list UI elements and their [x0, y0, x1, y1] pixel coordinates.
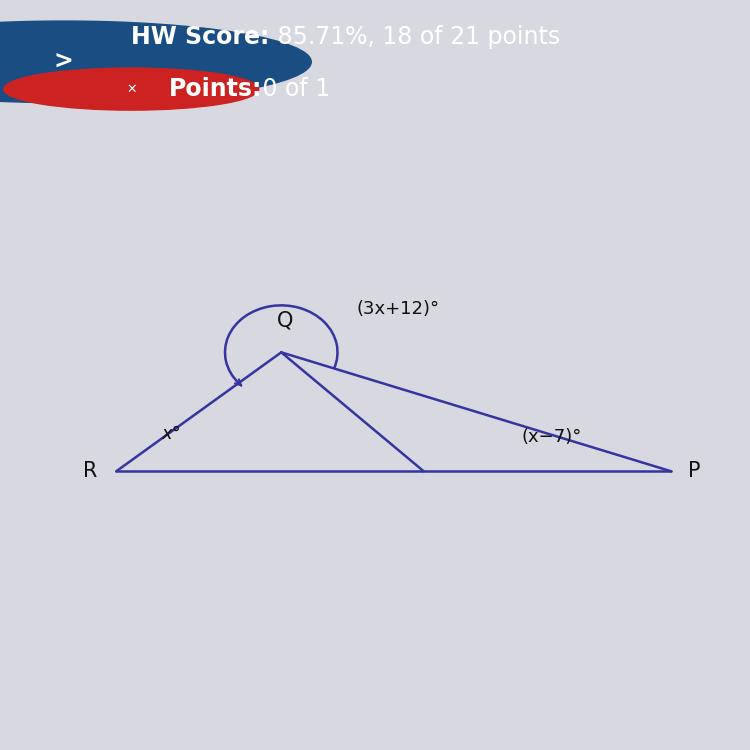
Circle shape — [4, 68, 259, 110]
Text: ✕: ✕ — [126, 82, 136, 95]
Text: (x−7)°: (x−7)° — [521, 428, 582, 446]
Circle shape — [0, 21, 311, 103]
Text: HW Score:: HW Score: — [131, 26, 270, 50]
Text: Points:: Points: — [169, 77, 262, 101]
Text: R: R — [83, 461, 98, 482]
Text: >: > — [54, 50, 74, 74]
Text: (3x+12)°: (3x+12)° — [356, 300, 440, 318]
Text: Q: Q — [277, 310, 293, 331]
Text: 0 of 1: 0 of 1 — [255, 77, 330, 101]
Text: 85.71%, 18 of 21 points: 85.71%, 18 of 21 points — [270, 26, 560, 50]
Text: P: P — [688, 461, 700, 482]
Text: x°: x° — [161, 425, 181, 443]
